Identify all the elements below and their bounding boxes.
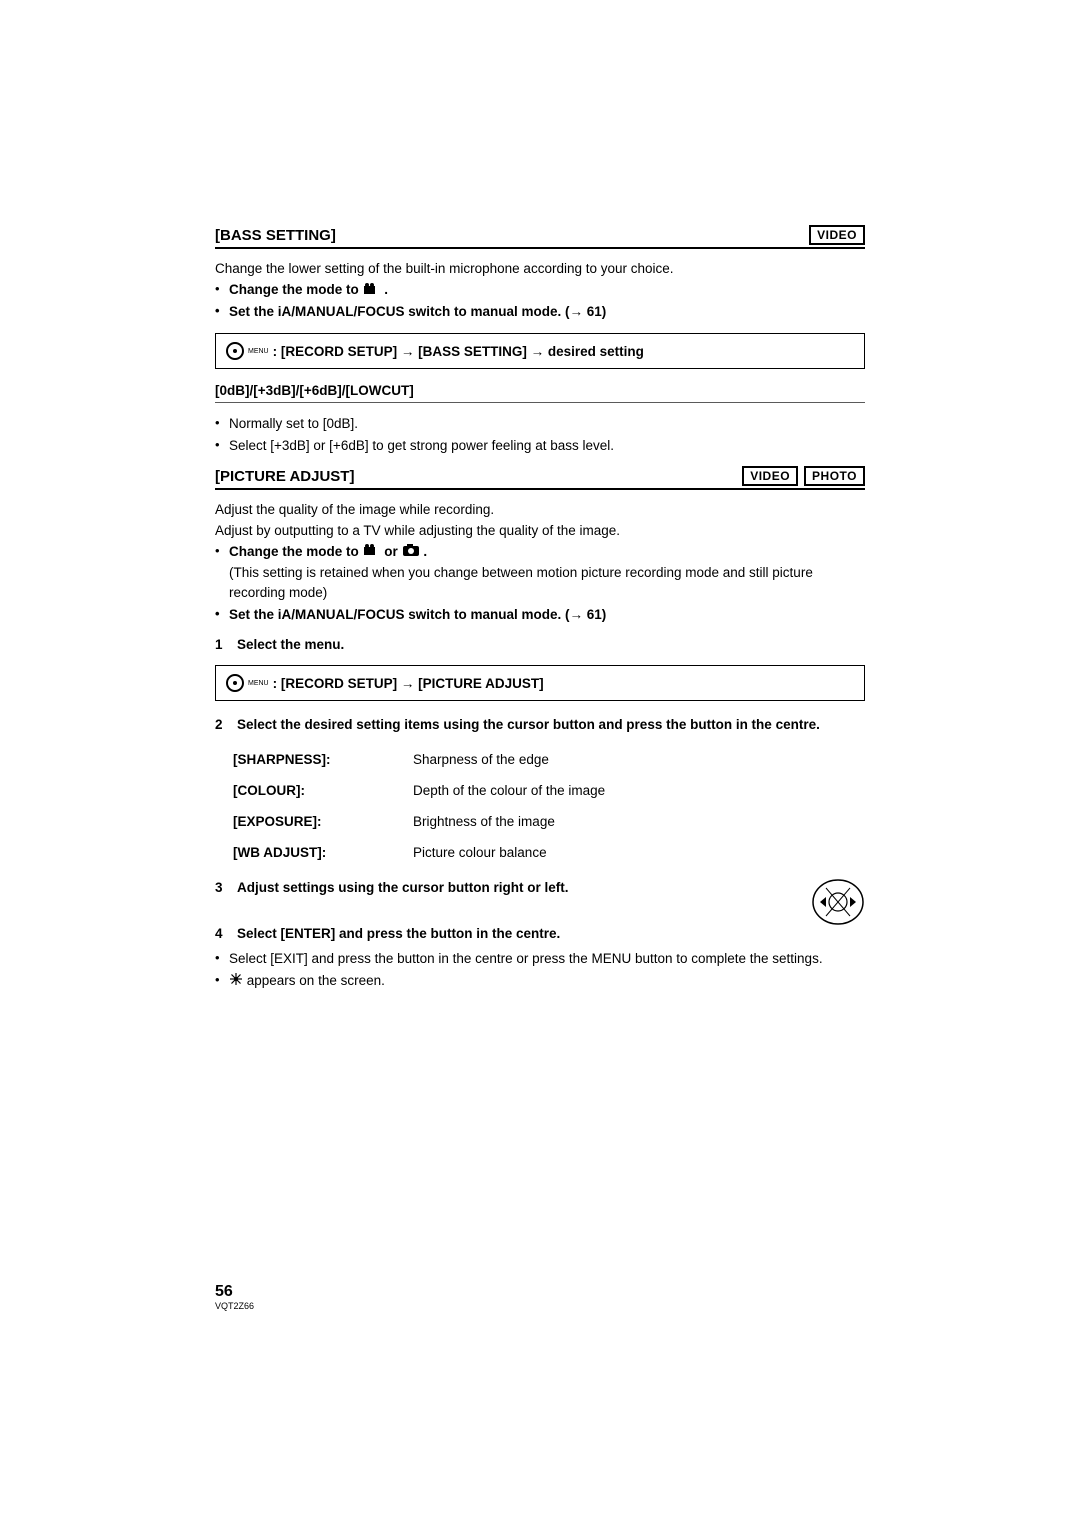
sharpness-desc: Sharpness of the edge xyxy=(413,752,865,767)
bass-title: [BASS SETTING] xyxy=(215,227,803,244)
bass-bullet-mode: Change the mode to . xyxy=(215,279,865,301)
picture-bullet-mode: Change the mode to or . (This setting is… xyxy=(215,541,865,604)
wb-desc: Picture colour balance xyxy=(413,845,865,860)
wb-label: [WB ADJUST]: xyxy=(233,845,413,860)
video-badge-2: VIDEO xyxy=(742,466,798,486)
menu-icon-2 xyxy=(226,674,244,692)
photo-mode-icon xyxy=(402,541,420,563)
picture-menu-path: : [RECORD SETUP] → [PICTURE ADJUST] xyxy=(273,676,544,691)
picture-bullet1b: or xyxy=(384,544,401,559)
param-row-colour: [COLOUR]: Depth of the colour of the ima… xyxy=(233,775,865,806)
step4-text: Select [ENTER] and press the button in t… xyxy=(237,924,865,944)
picture-bullet2: Set the iA/MANUAL/FOCUS switch to manual… xyxy=(215,604,865,626)
bass-desc: Change the lower setting of the built-in… xyxy=(215,259,865,279)
picture-menu-box: MENU : [RECORD SETUP] → [PICTURE ADJUST] xyxy=(215,665,865,701)
bass-section-header: [BASS SETTING] VIDEO xyxy=(215,225,865,249)
step1-num: 1 xyxy=(215,635,237,655)
bass-note2: Select [+3dB] or [+6dB] to get strong po… xyxy=(215,435,865,457)
page-footer: 56 VQT2Z66 xyxy=(215,1283,254,1311)
picture-bullet1-note: (This setting is retained when you chang… xyxy=(229,563,865,604)
picture-note2: appears on the screen. xyxy=(215,970,865,993)
step4-num: 4 xyxy=(215,924,237,944)
bass-prereq-list: Change the mode to . Set the iA/MANUAL/F… xyxy=(215,279,865,323)
picture-note1: Select [EXIT] and press the button in th… xyxy=(215,948,865,970)
picture-prereq-list: Change the mode to or . (This setting is… xyxy=(215,541,865,625)
step1: 1 Select the menu. xyxy=(215,635,865,655)
video-badge: VIDEO xyxy=(809,225,865,245)
dpad-icon xyxy=(811,878,865,926)
picture-section-header: [PICTURE ADJUST] VIDEO PHOTO xyxy=(215,466,865,490)
colour-desc: Depth of the colour of the image xyxy=(413,783,865,798)
bass-menu-box: MENU : [RECORD SETUP] → [BASS SETTING] →… xyxy=(215,333,865,369)
bass-bullet1-text: Change the mode to xyxy=(229,282,363,297)
bass-bullet2: Set the iA/MANUAL/FOCUS switch to manual… xyxy=(215,301,865,323)
step2: 2 Select the desired setting items using… xyxy=(215,715,865,735)
exposure-desc: Brightness of the image xyxy=(413,814,865,829)
step2-num: 2 xyxy=(215,715,237,735)
adjust-indicator-icon xyxy=(229,970,243,992)
step4: 4 Select [ENTER] and press the button in… xyxy=(215,924,865,944)
param-row-sharpness: [SHARPNESS]: Sharpness of the edge xyxy=(233,744,865,775)
picture-desc2: Adjust by outputting to a TV while adjus… xyxy=(215,521,865,541)
doc-code: VQT2Z66 xyxy=(215,1301,254,1311)
menu-label: MENU xyxy=(248,348,269,355)
step1-text: Select the menu. xyxy=(237,635,865,655)
picture-bullet1a: Change the mode to xyxy=(229,544,363,559)
step3: 3 Adjust settings using the cursor butto… xyxy=(215,878,865,898)
picture-note2b: appears on the screen. xyxy=(247,973,385,988)
bass-notes-list: Normally set to [0dB]. Select [+3dB] or … xyxy=(215,413,865,456)
step2-text: Select the desired setting items using t… xyxy=(237,715,865,735)
step3-text: Adjust settings using the cursor button … xyxy=(237,878,865,898)
picture-desc1: Adjust the quality of the image while re… xyxy=(215,500,865,520)
sharpness-label: [SHARPNESS]: xyxy=(233,752,413,767)
param-row-wb: [WB ADJUST]: Picture colour balance xyxy=(233,837,865,868)
page-number: 56 xyxy=(215,1283,254,1301)
picture-bullet1c: . xyxy=(423,544,427,559)
picture-title: [PICTURE ADJUST] xyxy=(215,468,736,485)
param-table: [SHARPNESS]: Sharpness of the edge [COLO… xyxy=(233,744,865,868)
menu-icon xyxy=(226,342,244,360)
bass-menu-path: : [RECORD SETUP] → [BASS SETTING] → desi… xyxy=(273,344,644,359)
bass-note1: Normally set to [0dB]. xyxy=(215,413,865,435)
menu-label-2: MENU xyxy=(248,680,269,687)
picture-notes-list: Select [EXIT] and press the button in th… xyxy=(215,948,865,992)
movie-mode-icon xyxy=(363,280,381,302)
step3-num: 3 xyxy=(215,878,237,898)
exposure-label: [EXPOSURE]: xyxy=(233,814,413,829)
photo-badge: PHOTO xyxy=(804,466,865,486)
movie-mode-icon-2 xyxy=(363,541,381,563)
param-row-exposure: [EXPOSURE]: Brightness of the image xyxy=(233,806,865,837)
colour-label: [COLOUR]: xyxy=(233,783,413,798)
bass-options: [0dB]/[+3dB]/[+6dB]/[LOWCUT] xyxy=(215,383,865,403)
